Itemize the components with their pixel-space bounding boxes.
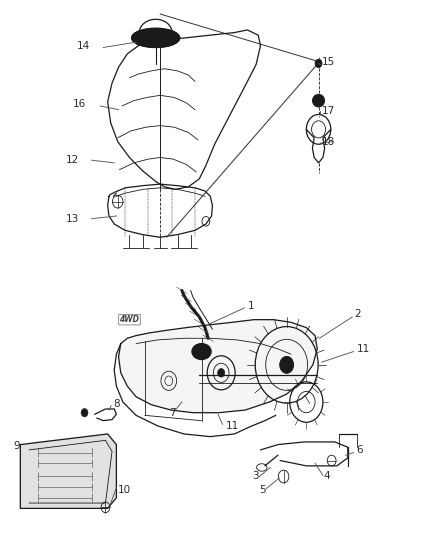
Text: 18: 18 xyxy=(321,136,335,147)
Text: 17: 17 xyxy=(321,106,335,116)
Text: 7: 7 xyxy=(169,408,175,418)
Text: 11: 11 xyxy=(226,421,239,431)
Ellipse shape xyxy=(132,28,180,47)
Text: 13: 13 xyxy=(65,214,78,224)
Text: 12: 12 xyxy=(65,155,78,165)
Text: 4WD: 4WD xyxy=(120,315,139,324)
Text: 1: 1 xyxy=(247,301,254,311)
Circle shape xyxy=(218,368,225,377)
Text: 8: 8 xyxy=(113,399,120,409)
Circle shape xyxy=(315,59,322,68)
Text: 10: 10 xyxy=(118,485,131,495)
Text: 6: 6 xyxy=(357,445,363,455)
Text: 5: 5 xyxy=(259,485,266,495)
Ellipse shape xyxy=(192,344,211,360)
Circle shape xyxy=(280,357,293,373)
Text: 9: 9 xyxy=(13,441,20,451)
Text: 16: 16 xyxy=(73,99,86,109)
Polygon shape xyxy=(119,320,317,413)
Circle shape xyxy=(81,408,88,417)
Ellipse shape xyxy=(312,94,325,107)
Text: 3: 3 xyxy=(252,472,258,481)
Text: 14: 14 xyxy=(77,41,90,51)
Text: 15: 15 xyxy=(321,57,335,67)
Text: 4: 4 xyxy=(324,472,330,481)
Text: 11: 11 xyxy=(357,344,370,354)
Text: 2: 2 xyxy=(354,309,361,319)
Polygon shape xyxy=(20,434,117,508)
